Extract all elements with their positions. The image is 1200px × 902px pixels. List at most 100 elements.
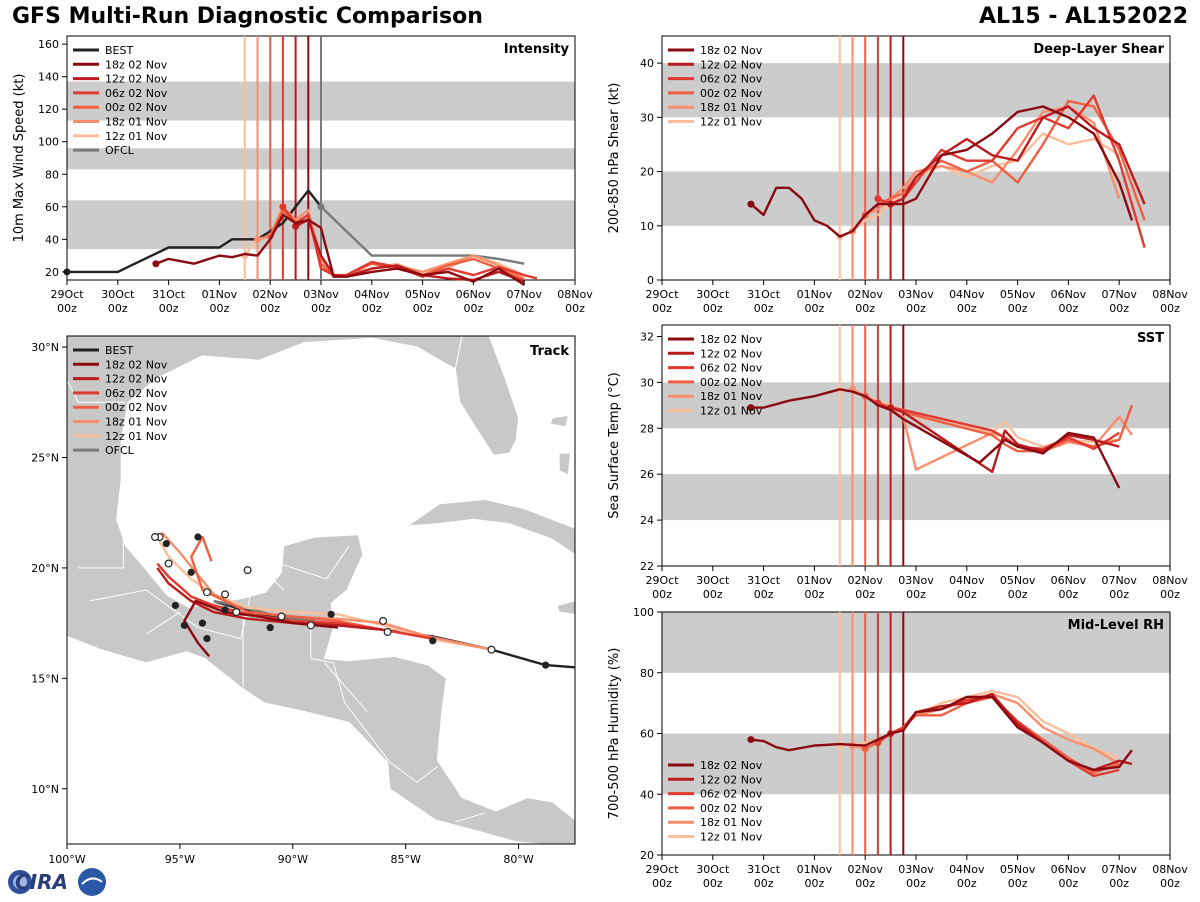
intensity-series-18z-02-nov — [155, 213, 525, 286]
sst-start-point — [747, 404, 755, 412]
sst-xtick-day: 30Oct — [696, 574, 730, 587]
sst-xtick-hour: 00z — [957, 588, 977, 601]
shear-xtick-label: 02Nov 00z — [847, 288, 883, 315]
sst-series-12z-02-nov — [890, 406, 1120, 474]
intensity-legend-label: BEST — [105, 44, 133, 57]
track-legend-label: 06z 02 Nov — [105, 387, 168, 400]
shear-ylabel: 200-850 hPa Shear (kt) — [607, 83, 622, 234]
track-ofcl-point — [306, 621, 315, 630]
rh-xtick-day: 06Nov — [1051, 863, 1087, 876]
sst-xtick-hour: 00z — [1059, 588, 1079, 601]
sst-ytick-label: 32 — [640, 330, 654, 343]
border-line — [89, 545, 350, 640]
shear-xtick-day: 02Nov — [847, 288, 883, 301]
land-bahamas — [558, 452, 572, 476]
shear-series-12z-02-nov — [890, 105, 1146, 206]
rh-ytick-label: 80 — [640, 667, 654, 680]
intensity-xtick-day: 08Nov — [557, 288, 593, 301]
sst-xtick-label: 02Nov 00z — [847, 574, 883, 601]
rh-xtick-day: 01Nov — [797, 863, 833, 876]
intensity-xtick-day: 07Nov — [506, 288, 542, 301]
rh-xtick-hour: 00z — [754, 877, 774, 890]
rh-xtick-day: 07Nov — [1101, 863, 1137, 876]
intensity-xtick-hour: 00z — [413, 302, 433, 315]
sst-xtick-label: 05Nov 00z — [1000, 574, 1036, 601]
rh-xtick-label: 08Nov 00z — [1152, 863, 1188, 890]
rh-xtick-day: 02Nov — [847, 863, 883, 876]
border-line — [389, 761, 438, 783]
shear-xtick-day: 30Oct — [696, 288, 730, 301]
track-ofcl-point — [383, 627, 392, 636]
border-line — [249, 556, 285, 591]
intensity-series-ofcl — [320, 205, 525, 265]
track-best-point — [171, 601, 179, 610]
rh-legend-label: 18z 02 Nov — [700, 759, 763, 772]
intensity-ytick-label: 140 — [38, 71, 59, 84]
sst-xtick-day: 03Nov — [898, 574, 934, 587]
sst-xtick-label: 30Oct 00z — [696, 574, 730, 601]
track-best-point — [198, 619, 207, 627]
shear-start-point — [874, 195, 882, 203]
shear-xtick-hour: 00z — [957, 302, 977, 315]
shear-xtick-day: 06Nov — [1051, 288, 1087, 301]
intensity-legend-label: 00z 02 Nov — [105, 101, 168, 114]
intensity-xtick-label: 31Oct 00z — [152, 288, 186, 315]
rh-ytick-label: 60 — [640, 728, 654, 741]
track-legend-label: BEST — [105, 344, 133, 357]
track-legend-label: 18z 02 Nov — [105, 358, 168, 371]
intensity-xtick-label: 04Nov 00z — [354, 288, 390, 315]
intensity-xtick-hour: 00z — [57, 302, 77, 315]
intensity-ytick-label: 60 — [45, 201, 59, 214]
shear-xtick-day: 01Nov — [797, 288, 833, 301]
track-ofcl-point — [487, 645, 496, 654]
sst-xtick-label: 06Nov 00z — [1051, 574, 1087, 601]
intensity-xtick-label: 29Oct 00z — [50, 288, 84, 315]
rh-xtick-hour: 00z — [652, 877, 672, 890]
shear-legend-label: 18z 02 Nov — [700, 44, 763, 57]
intensity-ytick-label: 20 — [45, 266, 59, 279]
shear-xtick-day: 07Nov — [1101, 288, 1137, 301]
shear-xtick-label: 31Oct 00z — [747, 288, 781, 315]
shear-start-point — [747, 200, 755, 208]
intensity-xtick-day: 04Nov — [354, 288, 390, 301]
sst-ylabel: Sea Surface Temp (°C) — [607, 372, 622, 519]
intensity-title: Intensity — [504, 42, 570, 57]
shear-legend-label: 06z 02 Nov — [700, 73, 763, 86]
sst-legend-label: 12z 01 Nov — [700, 405, 763, 418]
shear-legend-label: 18z 01 Nov — [700, 101, 763, 114]
track-best-point — [194, 533, 202, 541]
rh-xtick-day: 29Oct — [645, 863, 679, 876]
track-legend-label: 12z 02 Nov — [105, 373, 168, 386]
track-best-point — [542, 661, 550, 669]
logo-text: CIRA — [15, 870, 68, 894]
intensity-xtick-label: 01Nov 00z — [202, 288, 238, 315]
intensity-xtick-label: 05Nov 00z — [405, 288, 441, 315]
rh-xtick-hour: 00z — [1109, 877, 1129, 890]
intensity-xtick-hour: 00z — [514, 302, 534, 315]
rh-xtick-hour: 00z — [1059, 877, 1079, 890]
track-legend-label: 18z 01 Nov — [105, 416, 168, 429]
track-ofcl-point — [221, 590, 230, 599]
shear-xtick-hour: 00z — [805, 302, 825, 315]
track-frame — [66, 335, 576, 845]
track-xtick-label: 100°W — [48, 853, 85, 866]
intensity-xtick-day: 30Oct — [101, 288, 135, 301]
sst-xtick-label: 29Oct 00z — [645, 574, 679, 601]
track-ofcl-point — [151, 532, 160, 541]
sst-xtick-hour: 00z — [906, 588, 926, 601]
shear-xtick-label: 29Oct 00z — [645, 288, 679, 315]
rh-ytick-label: 20 — [640, 849, 654, 862]
rh-xtick-day: 04Nov — [949, 863, 985, 876]
intensity-legend-label: OFCL — [105, 144, 135, 157]
rh-xtick-label: 30Oct 00z — [696, 863, 730, 890]
rh-xtick-hour: 00z — [906, 877, 926, 890]
rh-band-1 — [662, 612, 1170, 673]
rh-legend-label: 12z 02 Nov — [700, 773, 763, 786]
rh-xtick-hour: 00z — [855, 877, 875, 890]
sst-ytick-label: 22 — [640, 560, 654, 573]
sst-xtick-hour: 00z — [855, 588, 875, 601]
rh-xtick-hour: 00z — [957, 877, 977, 890]
shear-legend-label: 12z 01 Nov — [700, 116, 763, 129]
intensity-legend-label: 12z 01 Nov — [105, 130, 168, 143]
